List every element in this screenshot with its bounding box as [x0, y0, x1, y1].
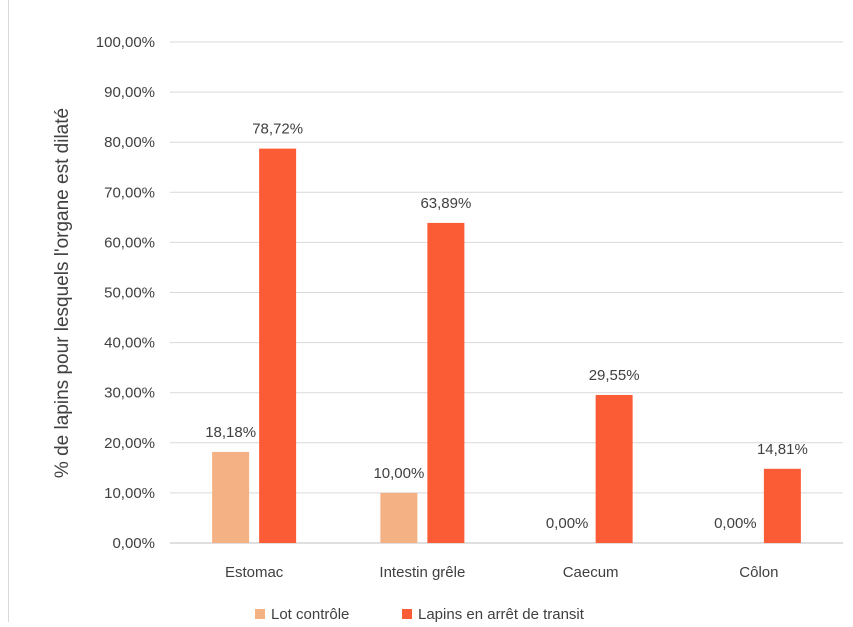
bar-lapins-arret-transit [259, 148, 297, 543]
data-label: 78,72% [252, 121, 303, 138]
bar-lot-controle [212, 451, 250, 543]
x-tick-label: Côlon [739, 564, 778, 581]
y-tick-label: 60,00% [104, 234, 155, 251]
y-tick-label: 30,00% [104, 385, 155, 402]
data-label: 14,81% [757, 441, 808, 458]
y-axis-label: % de lapins pour lesquels l'organe est d… [52, 108, 73, 478]
data-label: 0,00% [714, 515, 757, 532]
y-tick-label: 100,00% [96, 34, 155, 51]
bar-lapins-arret-transit [427, 222, 465, 543]
y-tick-label: 80,00% [104, 134, 155, 151]
bars [212, 148, 801, 543]
data-label: 63,89% [420, 195, 471, 212]
y-tick-label: 20,00% [104, 435, 155, 452]
x-tick-label: Intestin grêle [379, 564, 465, 581]
data-label: 29,55% [589, 367, 640, 384]
legend-swatch-lot-controle [255, 609, 265, 619]
data-label: 0,00% [546, 515, 589, 532]
x-axis-ticks: Estomac Intestin grêle Caecum Côlon [225, 564, 779, 581]
legend-label-lot-controle: Lot contrôle [271, 606, 349, 622]
bar-lot-controle [380, 492, 418, 543]
frame-border [8, 0, 9, 622]
x-tick-label: Caecum [563, 564, 619, 581]
y-tick-label: 70,00% [104, 184, 155, 201]
y-tick-label: 0,00% [112, 535, 155, 552]
x-tick-label: Estomac [225, 564, 284, 581]
data-label: 18,18% [205, 424, 256, 441]
bar-lapins-arret-transit [595, 394, 633, 543]
legend: Lot contrôle Lapins en arrêt de transit [255, 606, 585, 623]
y-tick-label: 50,00% [104, 285, 155, 302]
y-axis-ticks: 0,00% 10,00% 20,00% 30,00% 40,00% 50,00% 60,00… [96, 34, 155, 552]
y-tick-label: 10,00% [104, 485, 155, 502]
data-labels: 18,18% 78,72% 10,00% 63,89% 0,00% 29,55% 0,00%… [205, 121, 808, 532]
y-tick-label: 90,00% [104, 84, 155, 101]
data-label: 10,00% [373, 465, 424, 482]
y-tick-label: 40,00% [104, 335, 155, 352]
legend-label-lapins-arret-transit: Lapins en arrêt de transit [418, 606, 585, 622]
bar-lapins-arret-transit [763, 468, 801, 543]
legend-swatch-lapins-arret-transit [402, 609, 412, 619]
